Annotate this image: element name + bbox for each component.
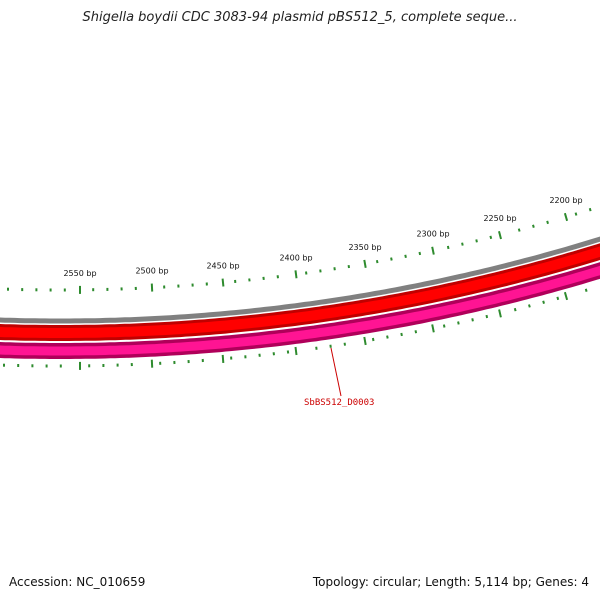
outer-minor-tick xyxy=(546,220,549,225)
ruler-label: 2300 bp xyxy=(416,230,449,239)
outer-minor-tick xyxy=(489,235,493,240)
outer-minor-tick xyxy=(532,224,535,228)
outer-major-tick xyxy=(363,259,367,268)
inner-minor-tick xyxy=(556,296,560,301)
gene-label-leader xyxy=(330,347,342,397)
inner-major-tick xyxy=(363,336,367,346)
outer-major-tick xyxy=(294,270,298,279)
topology-text: Topology: circular; Length: 5,114 bp; Ge… xyxy=(312,575,589,589)
inner-major-tick xyxy=(431,324,435,333)
outer-minor-tick xyxy=(588,207,592,212)
ruler-label: 2550 bp xyxy=(63,269,96,278)
outer-major-tick xyxy=(498,230,502,240)
inner-minor-tick xyxy=(528,304,531,308)
inner-minor-tick xyxy=(414,330,418,334)
outer-minor-tick xyxy=(404,254,407,258)
backbone-track xyxy=(0,236,600,324)
ruler-label: 2250 bp xyxy=(483,214,516,223)
inner-minor-tick xyxy=(400,332,403,337)
inner-minor-tick xyxy=(542,300,545,304)
outer-minor-tick xyxy=(446,245,450,250)
inner-minor-tick xyxy=(442,324,446,328)
inner-minor-tick xyxy=(371,337,375,342)
inner-major-tick xyxy=(498,309,502,318)
page-title: Shigella boydii CDC 3083-94 plasmid pBS5… xyxy=(82,10,518,25)
inner-minor-tick xyxy=(457,321,460,325)
inner-major-tick xyxy=(294,346,298,356)
inner-minor-tick xyxy=(485,314,489,319)
ruler-label: 2350 bp xyxy=(348,243,381,252)
outer-minor-tick xyxy=(461,242,464,246)
inner-minor-tick xyxy=(471,318,474,322)
outer-minor-tick xyxy=(418,251,422,256)
outer-minor-tick xyxy=(574,212,578,216)
ruler-label: 2400 bp xyxy=(279,253,312,262)
ruler-label: 2500 bp xyxy=(135,267,168,276)
outer-ruler-labels: 2200 bp 2250 bp 2300 bp 2350 bp 2400 bp 2450 … xyxy=(63,196,582,278)
inner-minor-tick xyxy=(386,335,389,339)
outer-minor-tick xyxy=(390,257,393,261)
inner-major-tick xyxy=(221,354,225,363)
outer-minor-tick xyxy=(475,239,478,243)
outer-ruler-ticks xyxy=(7,207,592,294)
inner-minor-tick xyxy=(584,288,588,292)
inner-minor-tick xyxy=(513,307,517,312)
outer-minor-tick xyxy=(375,259,379,264)
gene-label[interactable]: SbBS512_D0003 xyxy=(304,398,374,408)
ruler-label: 2200 bp xyxy=(549,196,582,205)
cds-track xyxy=(0,265,600,356)
outer-major-tick xyxy=(563,212,569,222)
inner-major-tick xyxy=(563,291,569,301)
outer-minor-tick xyxy=(517,228,521,232)
accession-text: Accession: NC_010659 xyxy=(9,575,146,589)
outer-major-tick xyxy=(431,246,435,255)
outer-major-tick xyxy=(221,278,225,287)
gene-track xyxy=(0,246,600,338)
ruler-label: 2450 bp xyxy=(206,262,239,271)
inner-ruler-ticks xyxy=(3,288,588,370)
